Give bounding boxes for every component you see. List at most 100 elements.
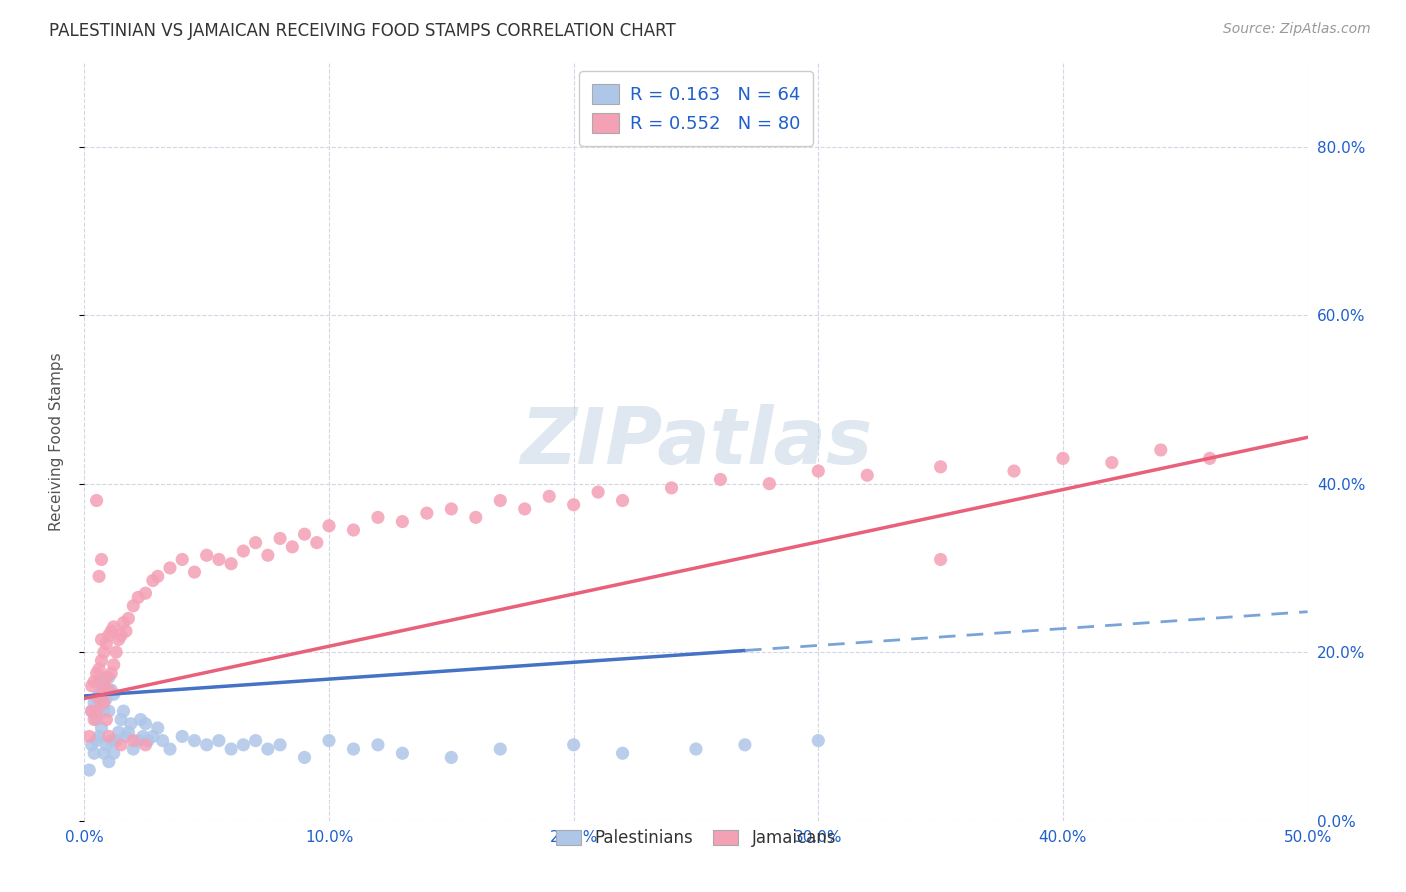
Point bbox=[115, 730, 138, 744]
Point bbox=[489, 742, 512, 756]
Point bbox=[135, 586, 157, 600]
Point bbox=[183, 733, 205, 747]
Point bbox=[103, 687, 125, 701]
Point bbox=[807, 464, 830, 478]
Point bbox=[93, 679, 115, 693]
Point bbox=[856, 468, 879, 483]
Point bbox=[661, 481, 683, 495]
Point bbox=[90, 674, 112, 689]
Point bbox=[807, 733, 830, 747]
Point bbox=[86, 691, 108, 706]
Point bbox=[107, 725, 129, 739]
Point bbox=[90, 721, 112, 735]
Point bbox=[305, 535, 328, 549]
Point bbox=[257, 548, 280, 563]
Text: Source: ZipAtlas.com: Source: ZipAtlas.com bbox=[1223, 22, 1371, 37]
Point bbox=[96, 691, 118, 706]
Point bbox=[562, 498, 585, 512]
Point bbox=[86, 713, 108, 727]
Point bbox=[96, 713, 118, 727]
Point bbox=[77, 763, 100, 777]
Point bbox=[80, 704, 103, 718]
Point bbox=[245, 535, 267, 549]
Point bbox=[80, 738, 103, 752]
Point bbox=[103, 620, 125, 634]
Point bbox=[93, 746, 115, 760]
Point bbox=[96, 738, 118, 752]
Point bbox=[93, 696, 115, 710]
Point bbox=[115, 624, 138, 639]
Point bbox=[87, 662, 110, 676]
Point bbox=[367, 510, 389, 524]
Point bbox=[172, 730, 194, 744]
Point bbox=[93, 679, 115, 693]
Point bbox=[83, 746, 105, 760]
Point bbox=[86, 733, 108, 747]
Point bbox=[146, 569, 169, 583]
Point bbox=[86, 493, 108, 508]
Point bbox=[122, 742, 145, 756]
Point bbox=[90, 552, 112, 566]
Point bbox=[172, 552, 194, 566]
Point bbox=[97, 730, 120, 744]
Point bbox=[562, 738, 585, 752]
Point bbox=[294, 750, 316, 764]
Point bbox=[245, 733, 267, 747]
Point bbox=[87, 674, 110, 689]
Point bbox=[1052, 451, 1074, 466]
Point bbox=[93, 704, 115, 718]
Point bbox=[929, 552, 952, 566]
Text: PALESTINIAN VS JAMAICAN RECEIVING FOOD STAMPS CORRELATION CHART: PALESTINIAN VS JAMAICAN RECEIVING FOOD S… bbox=[49, 22, 676, 40]
Point bbox=[83, 674, 105, 689]
Point bbox=[127, 591, 149, 605]
Point bbox=[440, 502, 463, 516]
Point bbox=[1150, 442, 1173, 457]
Point bbox=[195, 548, 218, 563]
Point bbox=[120, 716, 142, 731]
Point bbox=[219, 742, 242, 756]
Point bbox=[318, 518, 340, 533]
Point bbox=[97, 704, 120, 718]
Point bbox=[342, 523, 364, 537]
Point bbox=[103, 657, 125, 672]
Y-axis label: Receiving Food Stamps: Receiving Food Stamps bbox=[49, 352, 63, 531]
Point bbox=[117, 611, 139, 625]
Point bbox=[538, 489, 561, 503]
Point bbox=[318, 733, 340, 747]
Point bbox=[208, 733, 231, 747]
Text: ZIPatlas: ZIPatlas bbox=[520, 403, 872, 480]
Point bbox=[83, 713, 105, 727]
Point bbox=[107, 632, 129, 647]
Point bbox=[127, 733, 149, 747]
Point bbox=[86, 704, 108, 718]
Point bbox=[112, 615, 135, 630]
Point bbox=[391, 515, 413, 529]
Point bbox=[97, 755, 120, 769]
Point bbox=[87, 687, 110, 701]
Point bbox=[97, 670, 120, 684]
Point bbox=[90, 687, 112, 701]
Point bbox=[80, 704, 103, 718]
Point bbox=[105, 733, 128, 747]
Point bbox=[83, 696, 105, 710]
Point bbox=[281, 540, 304, 554]
Point bbox=[135, 738, 157, 752]
Point bbox=[612, 746, 634, 760]
Point bbox=[86, 666, 108, 681]
Point bbox=[100, 666, 122, 681]
Point bbox=[586, 485, 609, 500]
Point bbox=[208, 552, 231, 566]
Point bbox=[90, 696, 112, 710]
Point bbox=[100, 624, 122, 639]
Point bbox=[513, 502, 536, 516]
Point bbox=[929, 459, 952, 474]
Point bbox=[105, 645, 128, 659]
Point bbox=[117, 725, 139, 739]
Point bbox=[112, 704, 135, 718]
Point bbox=[232, 544, 254, 558]
Point bbox=[612, 493, 634, 508]
Point bbox=[464, 510, 486, 524]
Point bbox=[391, 746, 413, 760]
Point bbox=[136, 733, 159, 747]
Point bbox=[1101, 456, 1123, 470]
